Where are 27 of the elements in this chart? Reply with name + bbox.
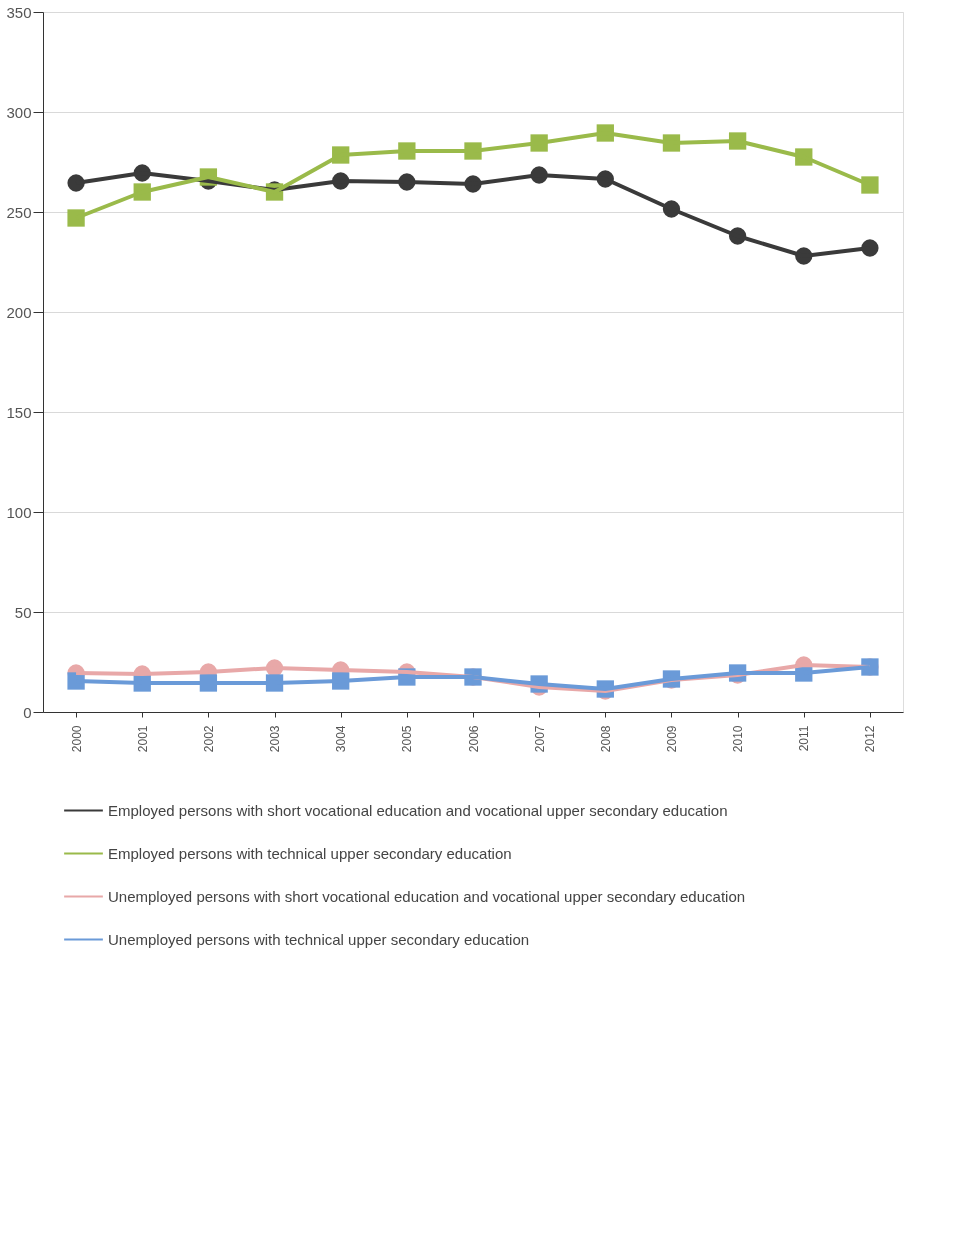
x-tick-label: 2008 [598, 725, 613, 753]
x-tick-label: 3004 [334, 725, 349, 753]
legend-label: Employed persons with short vocational education and vocational upper secondary education [108, 801, 728, 819]
x-tick-label: 2012 [863, 725, 878, 753]
point [67, 209, 85, 227]
legend-label: Employed persons with technical upper secondary education [108, 844, 512, 862]
x-tick-label: 2009 [664, 725, 679, 753]
x-tick-label: 2003 [268, 725, 283, 753]
x-tick-label: 2007 [532, 725, 547, 753]
y-tick-label: 50 [14, 603, 32, 621]
y-tick-label: 350 [6, 3, 32, 21]
legend-label: Unemployed persons with technical upper secondary education [108, 930, 530, 948]
x-tick-label: 2010 [731, 725, 746, 753]
y-tick-label: 250 [6, 203, 32, 221]
y-tick-label: 150 [6, 403, 32, 421]
legend-label: Unemployed persons with short vocational education and vocational upper secondary education [108, 887, 746, 905]
point [861, 176, 879, 194]
y-tick-label: 100 [6, 503, 32, 521]
x-tick-label: 2002 [201, 725, 216, 753]
x-tick-label: 2000 [69, 725, 84, 753]
y-tick-label: 200 [6, 303, 32, 321]
y-tick-label: 300 [6, 103, 32, 121]
y-tick-label: 0 [23, 703, 32, 721]
x-tick-label: 2001 [135, 725, 150, 753]
x-tick-label: 2006 [466, 725, 481, 753]
x-tick-label: 2011 [797, 725, 812, 752]
x-tick-label: 2005 [400, 725, 415, 753]
